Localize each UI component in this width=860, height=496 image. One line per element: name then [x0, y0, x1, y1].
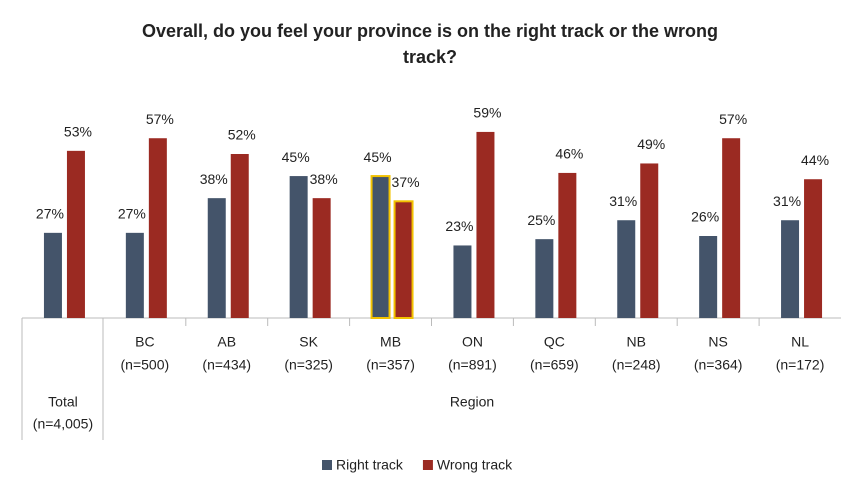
bar: [781, 220, 800, 318]
x-tick-sublabel: (n=325): [284, 357, 333, 373]
data-label: 57%: [146, 111, 174, 127]
data-label: 26%: [691, 209, 719, 225]
x-tick-sublabel: (n=500): [121, 357, 170, 373]
data-label: 44%: [801, 152, 829, 168]
x-tick-sublabel: (n=357): [366, 357, 415, 373]
legend-swatch: [322, 460, 332, 470]
data-label: 45%: [282, 149, 310, 165]
x-tick-label: NL: [791, 334, 809, 350]
group-label: Region: [450, 394, 494, 410]
data-label: 49%: [637, 136, 665, 152]
data-label: 31%: [773, 193, 801, 209]
x-tick-sublabel: (n=248): [612, 357, 661, 373]
bar: [640, 163, 659, 318]
data-label: 46%: [555, 146, 583, 162]
x-tick-sublabel: (n=172): [776, 357, 825, 373]
legend-swatch: [422, 460, 433, 470]
bar: [535, 239, 554, 318]
x-tick-label: AB: [217, 334, 236, 350]
bar: [289, 176, 308, 318]
bar: [125, 232, 144, 318]
data-label: 45%: [364, 149, 392, 165]
bar: [804, 179, 823, 318]
x-tick-label: Total: [48, 394, 78, 410]
data-label: 27%: [118, 206, 146, 222]
x-tick-label: BC: [135, 334, 154, 350]
chart-title: Overall, do you feel your province is on…: [142, 21, 718, 41]
bar: [148, 138, 167, 318]
data-label: 38%: [200, 171, 228, 187]
bar: [476, 131, 495, 318]
x-tick-label: MB: [380, 334, 401, 350]
chart-title: track?: [403, 47, 457, 67]
bar: [370, 175, 391, 319]
bar: [230, 154, 249, 318]
x-tick-sublabel: (n=4,005): [33, 416, 93, 432]
x-tick-label: ON: [462, 334, 483, 350]
x-tick-sublabel: (n=891): [448, 357, 497, 373]
legend-label: Right track: [336, 457, 404, 473]
data-label: 27%: [36, 206, 64, 222]
legend-label: Wrong track: [437, 457, 513, 473]
x-tick-sublabel: (n=659): [530, 357, 579, 373]
data-label: 57%: [719, 111, 747, 127]
bar: [699, 236, 718, 318]
bar: [43, 232, 62, 318]
bar: [617, 220, 636, 318]
x-tick-label: NS: [708, 334, 727, 350]
bar: [312, 198, 331, 318]
data-label: 25%: [527, 212, 555, 228]
data-label: 31%: [609, 193, 637, 209]
data-label: 53%: [64, 124, 92, 140]
bar: [66, 150, 85, 318]
data-label: 59%: [473, 105, 501, 121]
data-label: 52%: [228, 127, 256, 143]
x-tick-sublabel: (n=364): [694, 357, 743, 373]
data-label: 37%: [392, 174, 420, 190]
x-tick-label: QC: [544, 334, 565, 350]
x-tick-sublabel: (n=434): [202, 357, 251, 373]
bar: [453, 245, 472, 318]
bar: [393, 200, 414, 319]
x-tick-label: NB: [627, 334, 646, 350]
data-label: 38%: [310, 171, 338, 187]
data-label: 23%: [445, 218, 473, 234]
bar: [722, 138, 741, 318]
bar: [207, 198, 226, 318]
bar: [558, 172, 577, 318]
x-tick-label: SK: [299, 334, 318, 350]
